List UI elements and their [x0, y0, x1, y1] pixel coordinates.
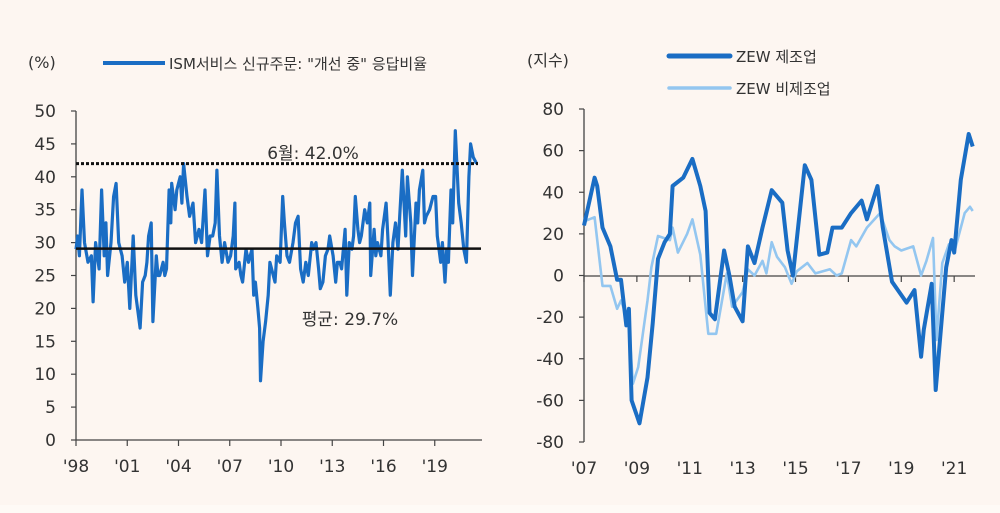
- y-tick-label: 10: [34, 365, 56, 385]
- x-tick-label: '98: [63, 457, 89, 477]
- mean-annotation: 평균: 29.7%: [302, 310, 398, 330]
- y-tick-label: 15: [34, 332, 56, 352]
- x-tick-label: '16: [370, 457, 396, 477]
- x-tick-label: '13: [319, 457, 345, 477]
- legend-label-ism: ISM서비스 신규주문: "개선 중" 응답비율: [169, 55, 427, 73]
- y-tick-label: 50: [34, 102, 56, 122]
- y-tick-label: 40: [542, 183, 564, 203]
- y-tick-label: 5: [45, 398, 56, 418]
- ism-chart: (%) ISM서비스 신규주문: "개선 중" 응답비율 0 5 10 15 20 25 3…: [28, 53, 482, 477]
- y-tick-label: 35: [34, 201, 56, 221]
- y-tick-label: 25: [34, 267, 56, 287]
- y-tick-label: 0: [553, 267, 564, 287]
- legend-label-non-manufacturing: ZEW 비제조업: [736, 80, 831, 98]
- x-tick-label: '07: [217, 457, 243, 477]
- y-tick-label: 45: [34, 135, 56, 155]
- x-tick-label: '10: [268, 457, 294, 477]
- x-tick-label: '21: [941, 459, 967, 479]
- x-tick-label: '19: [888, 459, 914, 479]
- x-tick-label: '15: [782, 459, 808, 479]
- y-tick-label: 40: [34, 168, 56, 188]
- y-tick-label: 20: [542, 225, 564, 245]
- y-tick-label: -80: [536, 433, 564, 453]
- y-tick-label: 80: [542, 100, 564, 120]
- y-tick-label: 60: [542, 142, 564, 162]
- bottom-strip: [0, 505, 1000, 513]
- unit-label: (지수): [527, 51, 569, 70]
- legend-label-manufacturing: ZEW 제조업: [736, 48, 817, 66]
- series-line-ism: [74, 129, 479, 383]
- y-tick-label: 30: [34, 234, 56, 254]
- series-line-non-manufacturing: [583, 205, 974, 385]
- x-tick-label: '01: [114, 457, 140, 477]
- series-line-manufacturing: [582, 132, 975, 426]
- x-tick-label: '04: [165, 457, 191, 477]
- x-tick-label: '13: [729, 459, 755, 479]
- y-tick-label: -60: [536, 391, 564, 411]
- june-annotation: 6월: 42.0%: [267, 144, 359, 164]
- y-tick-label: 20: [34, 299, 56, 319]
- y-tick-label: -40: [536, 350, 564, 370]
- zew-chart: (지수) ZEW 제조업 ZEW 비제조업 -80 -60 -40 -20 0 20 40 6…: [527, 48, 975, 479]
- x-tick-label: '11: [677, 459, 703, 479]
- x-tick-label: '07: [571, 459, 597, 479]
- x-tick-label: '17: [835, 459, 861, 479]
- x-tick-label: '19: [422, 457, 448, 477]
- y-tick-label: -20: [536, 308, 564, 328]
- x-tick-label: '09: [624, 459, 650, 479]
- y-tick-label: 0: [45, 431, 56, 451]
- unit-label: (%): [28, 53, 56, 72]
